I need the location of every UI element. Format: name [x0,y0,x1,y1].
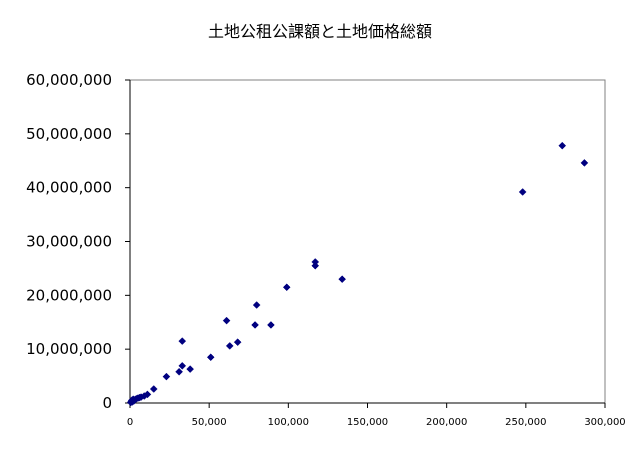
y-tick-label: 60,000,000 [26,71,112,89]
x-tick-label: 100,000 [268,417,309,428]
data-point [518,188,527,196]
data-point [580,159,589,167]
data-point [186,365,195,373]
data-point [225,342,234,350]
data-point [178,362,187,370]
data-point [282,283,291,292]
y-tick-label: 50,000,000 [26,125,112,143]
data-point [251,321,259,329]
y-tick-label: 30,000,000 [26,233,112,251]
x-tick-label: 250,000 [505,417,546,428]
data-point [149,385,158,393]
data-point [175,367,183,376]
plot-area [129,79,606,404]
data-point [267,321,275,329]
data-point [252,301,261,309]
x-tick-label: 150,000 [347,417,388,428]
data-point [162,372,171,381]
x-tick-label: 200,000 [426,417,467,428]
y-tick-label: 20,000,000 [26,286,112,304]
data-point [558,141,567,150]
y-tick-label: 10,000,000 [26,340,112,358]
data-point [178,337,187,345]
data-point [222,316,231,325]
data-point [233,338,242,347]
data-point [338,275,347,284]
x-tick-label: 50,000 [192,417,227,428]
data-point [143,390,152,399]
chart-title: 土地公租公課額と土地価格総額 [208,22,432,41]
data-point [206,353,215,362]
data-point [311,261,320,270]
x-tick-label: 300,000 [584,417,625,428]
x-tick-label: 0 [127,417,133,428]
y-tick-label: 40,000,000 [26,179,112,197]
y-tick-label: 0 [102,394,112,412]
